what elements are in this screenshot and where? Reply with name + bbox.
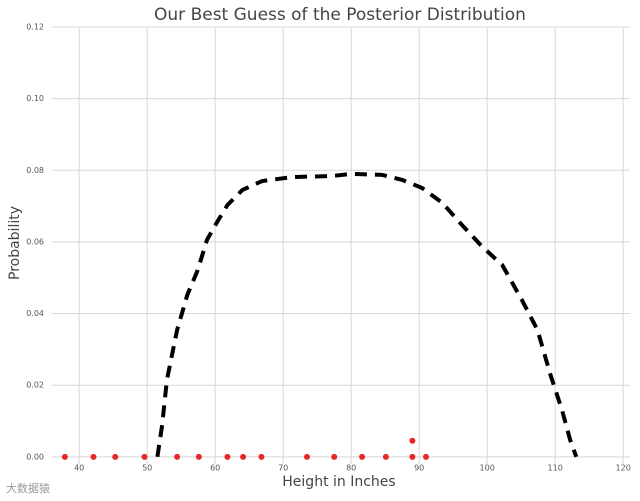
- x-tick-label: 90: [414, 464, 424, 473]
- y-tick-label: 0.12: [26, 23, 44, 32]
- data-point: [90, 453, 97, 460]
- y-axis-label: Probability: [7, 206, 23, 280]
- y-tick-label: 0.02: [26, 381, 44, 390]
- x-tick-label: 110: [548, 464, 563, 473]
- data-point: [258, 453, 265, 460]
- data-point: [331, 453, 338, 460]
- x-tick-label: 60: [210, 464, 220, 473]
- data-point: [141, 453, 148, 460]
- y-tick-label: 0.06: [26, 237, 44, 246]
- data-point: [224, 453, 231, 460]
- data-point: [382, 453, 389, 460]
- data-point: [304, 453, 310, 460]
- y-tick-label: 0.08: [26, 166, 44, 175]
- data-point: [240, 453, 247, 460]
- y-tick-label: 0.10: [26, 94, 44, 103]
- data-point: [359, 453, 366, 460]
- y-tick-label: 0.00: [26, 452, 44, 461]
- x-tick-label: 70: [278, 464, 288, 473]
- data-point: [423, 453, 429, 460]
- data-point: [112, 453, 119, 460]
- data-point: [195, 453, 202, 460]
- watermark: 大数据猿: [6, 481, 50, 495]
- x-tick-label: 50: [142, 464, 152, 473]
- data-point: [409, 453, 416, 460]
- data-point: [409, 437, 416, 444]
- x-tick-label: 100: [480, 464, 495, 473]
- data-point: [174, 453, 181, 460]
- x-tick-label: 80: [346, 464, 356, 473]
- posterior-line: [155, 171, 579, 458]
- x-axis-label: Height in Inches: [282, 474, 395, 490]
- data-point: [61, 453, 68, 460]
- chart-title: Our Best Guess of the Posterior Distribu…: [154, 5, 526, 25]
- x-tick-label: 40: [74, 464, 84, 473]
- x-tick-label: 120: [616, 464, 631, 473]
- y-tick-label: 0.04: [26, 309, 44, 318]
